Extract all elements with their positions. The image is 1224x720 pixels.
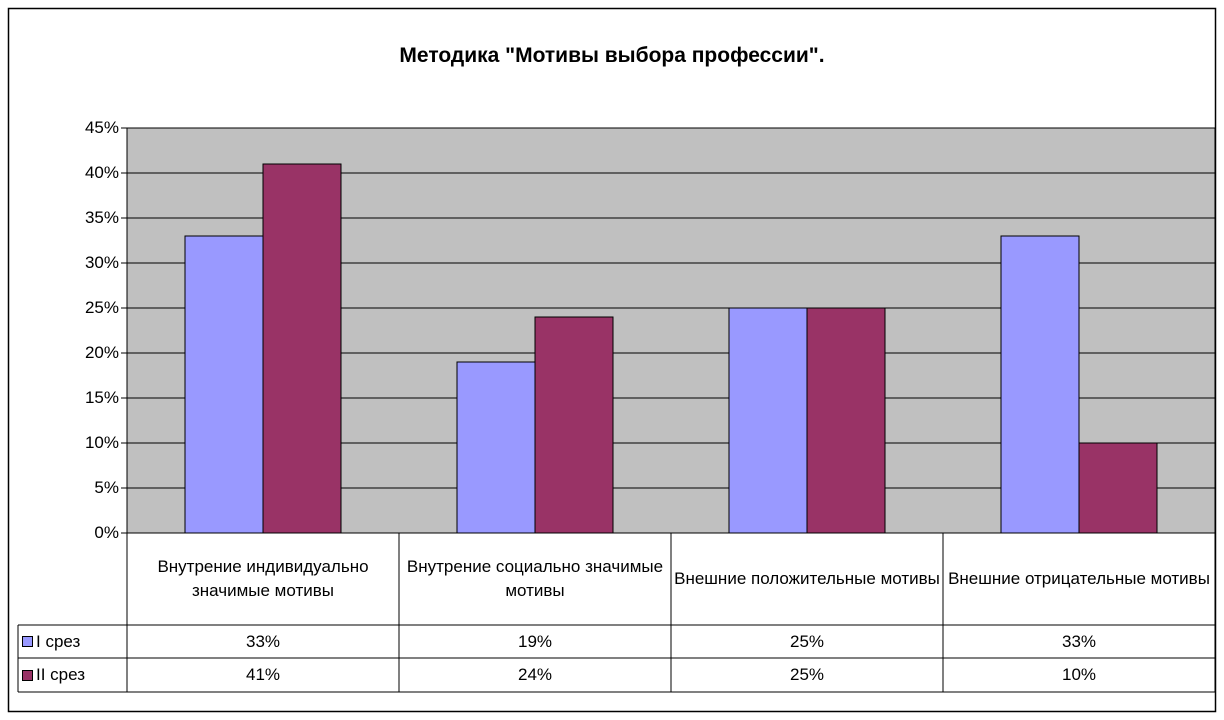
bar (534, 316, 614, 534)
table-value: 19% (517, 631, 553, 651)
bar (1078, 442, 1158, 534)
y-tick-label: 10% (84, 433, 119, 452)
table-value: 10% (1061, 665, 1097, 684)
y-tick-label: 25% (84, 298, 119, 317)
y-tick-label: 15% (84, 388, 119, 407)
y-tick-label: 5% (94, 478, 119, 497)
legend-entry: II срез (18, 658, 127, 692)
table-value: 25% (789, 665, 825, 684)
table-value: 41% (245, 665, 281, 684)
chart-title: Методика "Мотивы выбора профессии". (399, 44, 825, 67)
legend-key (22, 636, 33, 647)
y-tick-label: 20% (84, 343, 119, 362)
y-tick-label: 0% (94, 523, 119, 542)
y-tick-label: 30% (84, 253, 119, 272)
bar (184, 235, 264, 534)
y-tick-label: 40% (84, 163, 119, 182)
x-tick-label: Внутрение индивидуально значимые мотивы (157, 557, 369, 600)
y-tick-label: 45% (84, 118, 119, 137)
table-value: 33% (245, 631, 281, 651)
legend-key (22, 669, 33, 681)
y-tick-label: 35% (84, 208, 119, 227)
bar (728, 307, 808, 534)
table-value: 25% (789, 631, 825, 651)
x-tick-label: Внутрение социально значимые мотивы (406, 557, 664, 600)
legend-label: II срез (36, 665, 85, 684)
bar (262, 163, 342, 534)
table-value: 24% (517, 665, 553, 684)
x-tick-label: Внешние положительные мотивы (674, 569, 940, 588)
bar (1000, 235, 1080, 534)
x-tick-label: Внешние отрицательные мотивы (948, 569, 1210, 588)
table-value: 33% (1061, 631, 1097, 651)
legend-label: I срез (36, 631, 81, 651)
bar (456, 361, 536, 534)
bar (806, 307, 886, 534)
legend-entry: I срез (18, 625, 127, 658)
